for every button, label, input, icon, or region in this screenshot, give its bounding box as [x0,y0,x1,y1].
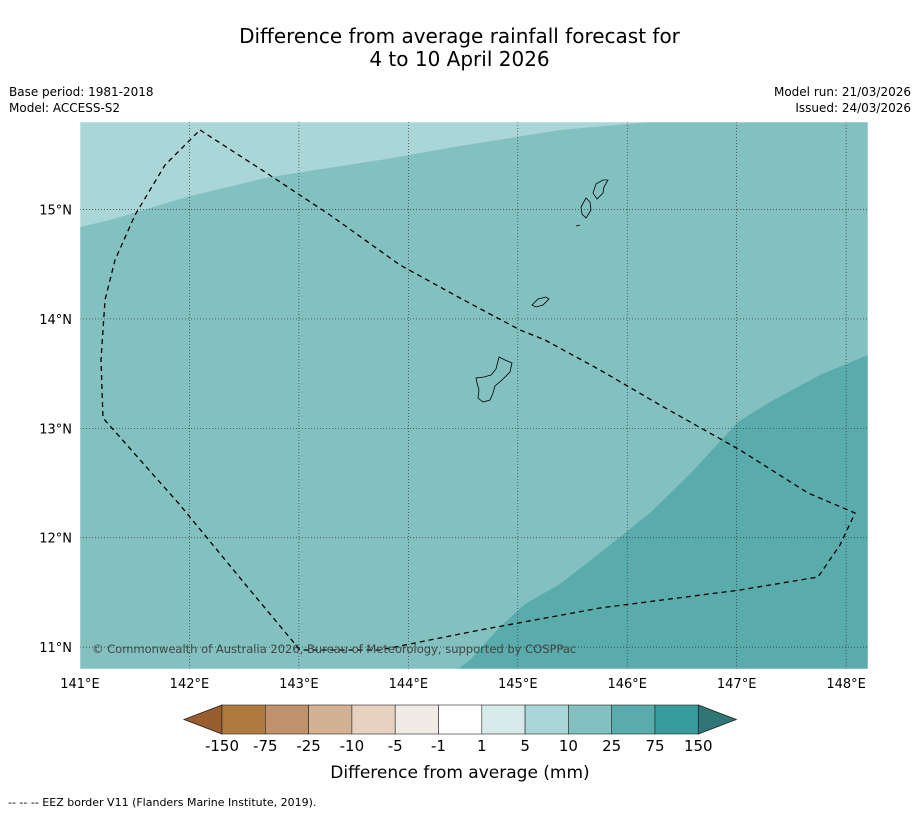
colorbar-tick-label: 10 [559,737,578,755]
island-saipan [592,179,609,200]
islands [475,179,609,403]
lat-tick-label: 13°N [39,422,72,437]
lat-tick-label: 12°N [39,532,72,547]
colorbar: -150 -75 -25 -10 -5 -1 1 5 10 25 75 150 [182,704,738,755]
colorbar-tick-label: -150 [205,737,239,755]
title-line-2: 4 to 10 April 2026 [369,47,550,71]
title-line-1: Difference from average rainfall forecas… [239,24,680,48]
lon-tick-label: 144°E [389,677,429,692]
eez-footnote: -- -- -- EEZ border V11 (Flanders Marine… [8,796,317,809]
eez-border [100,129,856,651]
colorbar-tick-label: 1 [477,737,487,755]
colorbar-swatch [438,704,483,735]
colorbar-swatch [654,704,699,735]
colorbar-tick-label: -25 [296,737,321,755]
colorbar-extend-high [697,704,738,735]
model-run-text: Model run: 21/03/2026 [773,85,911,99]
colorbar-title: Difference from average (mm) [330,763,589,783]
model-text: Model: ACCESS-S2 [9,101,121,115]
lon-tick-label: 148°E [826,677,866,692]
colorbar-tick-label: 75 [645,737,664,755]
copyright-text: © Commonwealth of Australia 2026, Bureau… [92,642,576,656]
island-tinian [580,197,592,219]
colorbar-swatch [351,704,396,735]
rainfall-map: © Commonwealth of Australia 2026, Bureau… [39,121,869,783]
colorbar-tick-label: 150 [684,737,713,755]
lon-tick-label: 143°E [279,677,319,692]
map-frame [79,121,869,670]
island-aguijan [575,224,581,227]
island-guam [475,356,513,403]
colorbar-swatch [221,704,266,735]
colorbar-swatch [394,704,439,735]
colorbar-swatch [308,704,353,735]
colorbar-swatch [264,704,309,735]
lon-tick-label: 147°E [717,677,757,692]
colorbar-swatch [524,704,569,735]
colorbar-swatch [611,704,656,735]
lon-tick-label: 142°E [170,677,210,692]
issued-text: Issued: 24/03/2026 [795,101,911,115]
colorbar-swatch [568,704,613,735]
lon-tick-label: 141°E [60,677,100,692]
colorbar-tick-label: 25 [602,737,621,755]
lat-tick-label: 15°N [39,204,72,219]
colorbar-tick-label: -75 [253,737,278,755]
colorbar-swatch [481,704,526,735]
zone-25-75 [458,355,868,669]
colorbar-extend-low [182,704,223,735]
colorbar-tick-label: -10 [340,737,365,755]
lat-tick-label: 11°N [39,641,72,656]
base-period-text: Base period: 1981-2018 [9,85,154,99]
lon-tick-label: 146°E [607,677,647,692]
colorbar-tick-label: -1 [431,737,446,755]
lat-tick-label: 14°N [39,313,72,328]
colorbar-tick-label: -5 [388,737,403,755]
lon-tick-label: 145°E [498,677,538,692]
island-rota [531,296,550,308]
colorbar-tick-label: 5 [520,737,530,755]
